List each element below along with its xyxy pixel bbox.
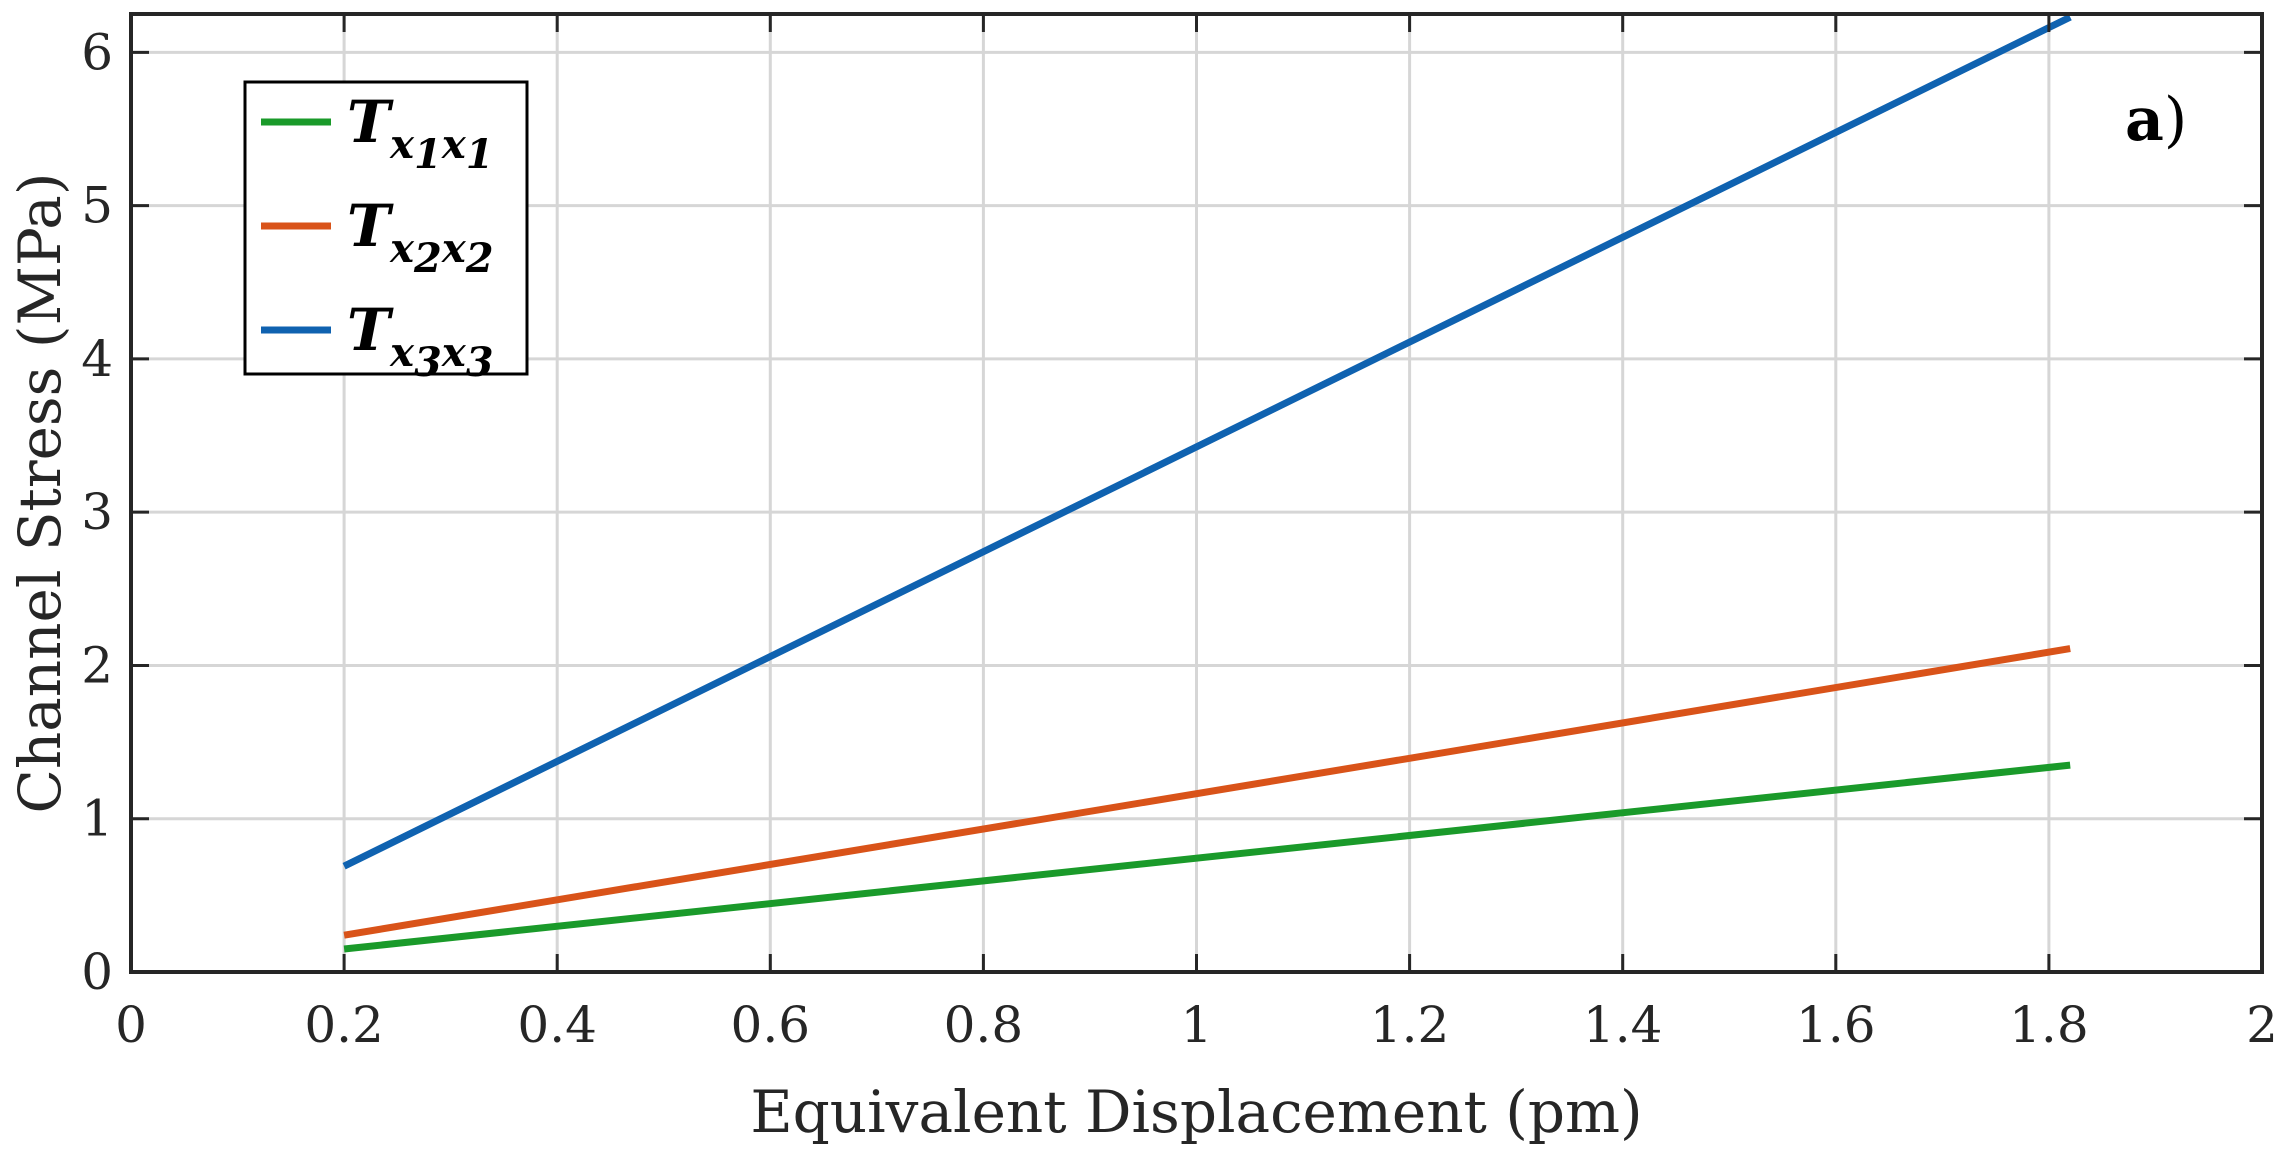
series-line-2 — [343, 645, 2071, 939]
x-tick-label: 1.8 — [2009, 996, 2089, 1054]
panel-label-paren: ) — [2164, 85, 2187, 155]
y-tick-label: 6 — [81, 23, 113, 81]
y-tick-label: 2 — [81, 636, 113, 694]
legend-entry-subscript: 3 — [414, 339, 442, 386]
legend-entry-2: Tx2x2 — [347, 192, 494, 282]
series-lines — [342, 13, 2072, 953]
x-tick-label: 1 — [1181, 996, 1213, 1054]
x-tick-label: 0 — [115, 996, 147, 1054]
series-line-3 — [342, 13, 2072, 870]
panel-label: a) — [2125, 85, 2187, 155]
x-tick-label: 1.2 — [1370, 996, 1450, 1054]
y-tick-label: 4 — [81, 330, 113, 388]
x-axis-ticks: 0 0.2 0.4 0.6 0.8 1 1.2 1.4 1.6 1.8 2 — [115, 14, 2278, 1054]
x-tick-label: 1.6 — [1796, 996, 1876, 1054]
legend-entry-1: Tx1x1 — [347, 88, 494, 178]
x-tick-label: 0.2 — [304, 996, 384, 1054]
legend-entry-subscript: 2 — [465, 235, 494, 282]
x-tick-label: 1.4 — [1583, 996, 1663, 1054]
legend-entry-symbol: T — [347, 88, 394, 156]
x-tick-label: 0.4 — [517, 996, 597, 1054]
legend-entry-subscript: x — [441, 121, 467, 168]
x-tick-label: 0.8 — [944, 996, 1024, 1054]
y-tick-label: 1 — [81, 790, 113, 848]
legend-entry-subscript: 2 — [413, 235, 442, 282]
legend-entry-subscript: x — [441, 329, 467, 376]
y-axis-ticks: 0 1 2 3 4 5 6 — [81, 23, 2262, 1001]
legend-entry-subscript: 1 — [414, 131, 442, 178]
y-tick-label: 5 — [81, 177, 113, 235]
x-axis-title: Equivalent Displacement (pm) — [750, 1078, 1642, 1146]
y-tick-label: 3 — [81, 483, 113, 541]
legend-entry-symbol: T — [347, 296, 394, 364]
x-tick-label: 2 — [2246, 996, 2278, 1054]
x-tick-label: 0.6 — [731, 996, 811, 1054]
legend-entry-subscript: x — [389, 121, 415, 168]
legend-entry-subscript: 3 — [466, 339, 494, 386]
legend-entry-subscript: x — [441, 225, 467, 272]
series-line-1 — [343, 761, 2071, 953]
y-tick-label: 0 — [81, 943, 113, 1001]
legend-entry-subscript: 1 — [466, 131, 494, 178]
y-axis-title: Channel Stress (MPa) — [6, 172, 74, 813]
panel-label-letter: a — [2125, 85, 2164, 155]
legend-entry-subscript: x — [389, 329, 415, 376]
legend-entry-subscript: x — [389, 225, 415, 272]
legend-entry-3: Tx3x3 — [347, 296, 494, 386]
legend-entry-symbol: T — [347, 192, 394, 260]
